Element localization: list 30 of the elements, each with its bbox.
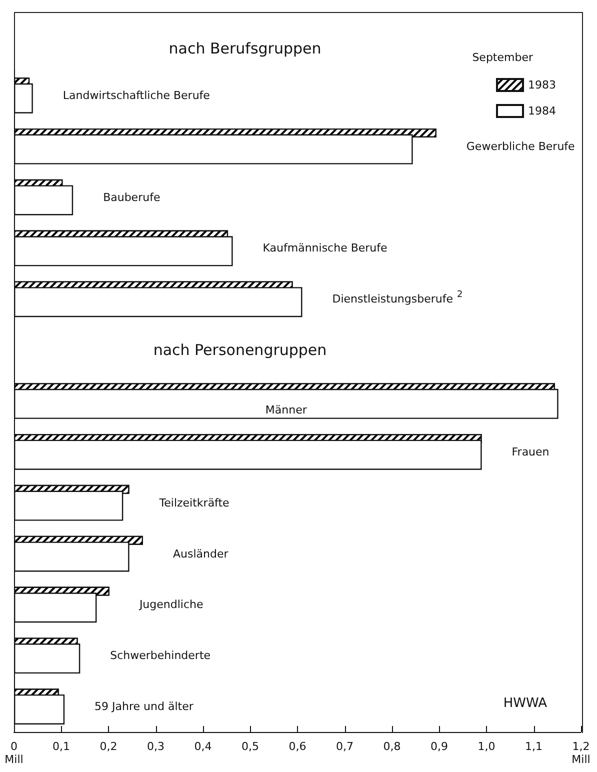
y-tick-label: Teilzeitkräfte bbox=[158, 496, 230, 510]
y-tick-label: Frauen bbox=[512, 445, 550, 458]
x-tick-label: 0,7 bbox=[336, 740, 354, 753]
legend-label: 1984 bbox=[528, 104, 556, 118]
y-tick-label: Ausländer bbox=[172, 547, 229, 560]
x-tick-label: 0,2 bbox=[100, 740, 118, 753]
y-tick-label: Bauberufe bbox=[103, 190, 160, 204]
annotation: HWWA bbox=[503, 696, 548, 711]
legend-title: September bbox=[472, 51, 534, 64]
x-tick-label: 0,5 bbox=[242, 740, 259, 753]
chart-title: nach Berufsgruppen bbox=[168, 40, 322, 58]
x-tick-label: 0 Mill bbox=[4, 740, 24, 766]
y-tick-label: Landwirtschaftliche Berufe bbox=[62, 88, 210, 102]
x-tick-label: 1,2 Mill bbox=[572, 740, 590, 766]
x-tick-label: 0,3 bbox=[147, 740, 164, 753]
y-tick-label: Jugendliche bbox=[138, 598, 204, 612]
x-tick-label: 0,9 bbox=[430, 740, 448, 753]
y-tick-label: Gewerbliche Berufe bbox=[466, 140, 576, 153]
x-tick-label: 0,1 bbox=[52, 740, 70, 753]
y-tick-label: Kaufmännische Berufe bbox=[262, 242, 388, 255]
x-tick-label: 0,6 bbox=[288, 740, 306, 753]
x-tick-label: 1,0 bbox=[478, 740, 496, 753]
y-tick-label: Schwerbehinderte bbox=[110, 649, 211, 662]
x-tick-label: 1,1 bbox=[525, 740, 542, 753]
x-tick-label: 0,8 bbox=[383, 740, 401, 753]
x-tick-label: 0,4 bbox=[194, 740, 212, 753]
legend-label: 1983 bbox=[528, 78, 556, 92]
annotation: nach Personengruppen bbox=[153, 341, 327, 360]
y-tick-label: 59 Jahre und älter bbox=[94, 700, 194, 714]
y-tick-label: Männer bbox=[265, 404, 308, 416]
